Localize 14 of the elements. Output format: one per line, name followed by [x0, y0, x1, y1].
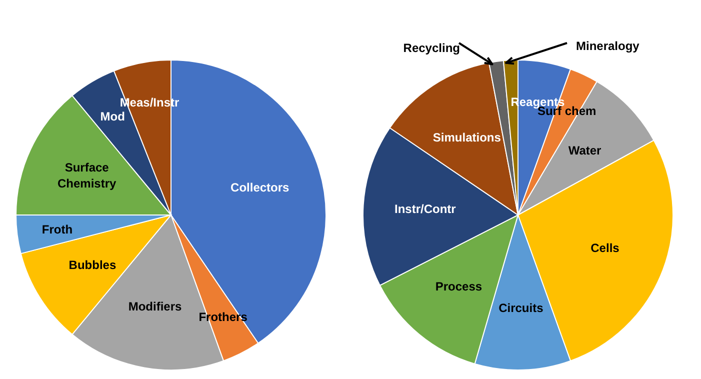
slice-label: Surface Chemistry: [58, 160, 117, 190]
slice-label: Froth: [42, 222, 73, 236]
slice-label: Bubbles: [68, 258, 116, 272]
slice-label: Circuits: [498, 300, 544, 315]
slice-label: Process: [435, 280, 482, 294]
slice-label: Water: [568, 143, 602, 158]
slice-label: Collectors: [230, 180, 290, 195]
slice-label: Mod: [100, 109, 125, 124]
slice-label: Instr/Contr: [394, 202, 456, 216]
slice-label: Modifiers: [128, 300, 182, 314]
slice-label: Simulations: [432, 130, 502, 144]
slice-label: Cells: [590, 240, 620, 255]
slice-label: Recycling: [403, 41, 460, 55]
slice-label: Mineralogy: [576, 39, 640, 53]
